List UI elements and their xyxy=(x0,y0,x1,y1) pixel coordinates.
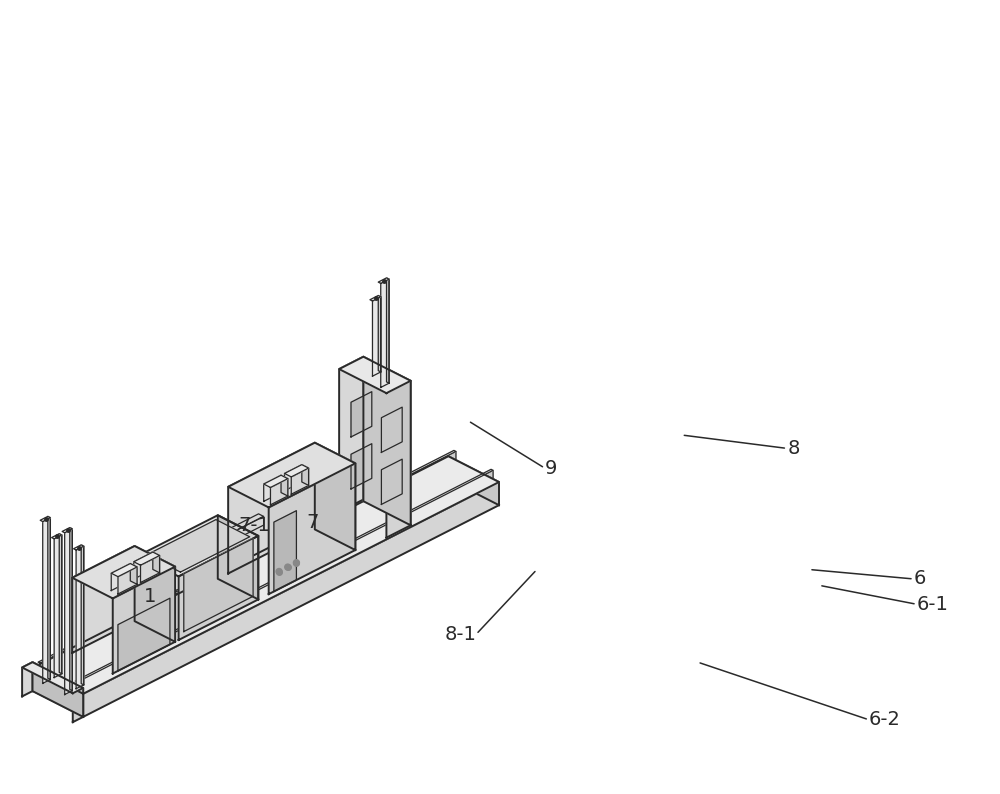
Polygon shape xyxy=(70,527,72,691)
Polygon shape xyxy=(315,443,355,550)
Polygon shape xyxy=(33,457,499,694)
Polygon shape xyxy=(140,555,156,564)
Polygon shape xyxy=(113,567,175,673)
Polygon shape xyxy=(65,529,72,695)
Polygon shape xyxy=(83,482,499,717)
Polygon shape xyxy=(291,468,309,494)
Polygon shape xyxy=(381,459,402,504)
Polygon shape xyxy=(48,516,50,680)
Polygon shape xyxy=(38,459,456,672)
Polygon shape xyxy=(72,546,135,653)
Polygon shape xyxy=(170,516,264,572)
Polygon shape xyxy=(218,515,258,599)
Polygon shape xyxy=(153,552,160,572)
Polygon shape xyxy=(228,443,355,507)
Text: 6-1: 6-1 xyxy=(917,595,949,614)
Polygon shape xyxy=(73,688,83,723)
Polygon shape xyxy=(118,598,170,671)
Polygon shape xyxy=(74,545,84,550)
Polygon shape xyxy=(228,443,315,573)
Polygon shape xyxy=(77,470,493,691)
Text: 8-1: 8-1 xyxy=(444,625,476,644)
Text: 7: 7 xyxy=(306,512,319,531)
Text: 6-2: 6-2 xyxy=(869,711,901,730)
Polygon shape xyxy=(134,552,160,565)
Polygon shape xyxy=(138,515,258,576)
Polygon shape xyxy=(381,407,402,453)
Polygon shape xyxy=(184,538,253,631)
Text: 7-1: 7-1 xyxy=(239,515,271,534)
Polygon shape xyxy=(118,567,137,594)
Polygon shape xyxy=(76,546,84,688)
Polygon shape xyxy=(33,457,448,691)
Polygon shape xyxy=(62,527,72,533)
Polygon shape xyxy=(111,564,137,576)
Polygon shape xyxy=(264,476,288,488)
Polygon shape xyxy=(285,464,309,477)
Polygon shape xyxy=(40,516,50,522)
Circle shape xyxy=(285,564,291,570)
Polygon shape xyxy=(370,295,381,301)
Polygon shape xyxy=(72,546,175,599)
Polygon shape xyxy=(54,535,62,677)
Polygon shape xyxy=(254,450,340,495)
Polygon shape xyxy=(117,567,134,575)
Polygon shape xyxy=(339,357,363,514)
Text: 8: 8 xyxy=(787,439,800,458)
Polygon shape xyxy=(165,514,264,564)
Polygon shape xyxy=(134,552,153,579)
Polygon shape xyxy=(269,464,355,594)
Polygon shape xyxy=(363,357,411,526)
Polygon shape xyxy=(59,534,62,673)
Polygon shape xyxy=(40,452,456,672)
Polygon shape xyxy=(75,469,493,682)
Circle shape xyxy=(293,560,299,565)
Text: 9: 9 xyxy=(545,459,557,478)
Polygon shape xyxy=(264,476,281,501)
Polygon shape xyxy=(289,467,306,476)
Text: 1: 1 xyxy=(144,587,156,606)
Polygon shape xyxy=(381,279,389,387)
Polygon shape xyxy=(43,518,50,684)
Polygon shape xyxy=(22,662,33,696)
Polygon shape xyxy=(111,564,130,591)
Polygon shape xyxy=(135,546,175,642)
Polygon shape xyxy=(281,476,288,496)
Polygon shape xyxy=(378,295,381,372)
Polygon shape xyxy=(448,457,499,505)
Polygon shape xyxy=(179,536,258,640)
Polygon shape xyxy=(270,479,288,505)
Polygon shape xyxy=(386,381,411,538)
Polygon shape xyxy=(274,511,296,592)
Polygon shape xyxy=(387,278,389,384)
Polygon shape xyxy=(22,662,83,693)
Polygon shape xyxy=(38,450,456,663)
Polygon shape xyxy=(302,464,309,485)
Polygon shape xyxy=(130,564,137,584)
Polygon shape xyxy=(372,297,381,376)
Polygon shape xyxy=(81,545,84,685)
Polygon shape xyxy=(33,662,83,717)
Polygon shape xyxy=(351,444,372,489)
Polygon shape xyxy=(285,464,302,491)
Text: 6: 6 xyxy=(914,569,926,588)
Circle shape xyxy=(276,569,282,575)
Polygon shape xyxy=(351,391,372,437)
Polygon shape xyxy=(147,519,250,572)
Polygon shape xyxy=(339,357,411,393)
Polygon shape xyxy=(378,278,389,283)
Polygon shape xyxy=(75,478,493,691)
Polygon shape xyxy=(52,534,62,539)
Polygon shape xyxy=(141,556,160,583)
Polygon shape xyxy=(269,478,285,486)
